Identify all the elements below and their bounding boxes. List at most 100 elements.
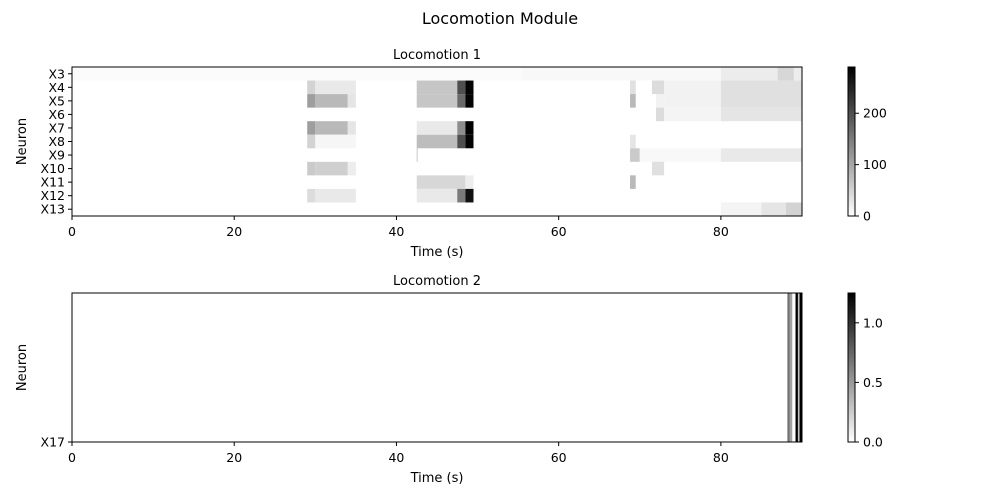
heatmap-cell: [656, 107, 665, 122]
colorbar-tick-label: 1.0: [863, 315, 883, 330]
heatmap-cell: [630, 175, 636, 189]
heatmap-cell: [416, 80, 458, 95]
plot-frame: [71, 292, 803, 443]
heatmap-cell: [457, 134, 466, 149]
y-tick-label: X8: [48, 134, 65, 149]
y-tick-label: X4: [48, 80, 65, 95]
x-tick-label: 40: [388, 224, 404, 239]
x-tick-label: 80: [713, 224, 729, 239]
x-tick-label: 60: [551, 450, 567, 465]
panel-title: Locomotion 2: [393, 274, 481, 289]
y-axis-label: Neuron: [15, 344, 30, 391]
heatmap-cell: [799, 293, 802, 442]
heatmap-cell: [465, 134, 474, 149]
y-tick-label: X10: [41, 161, 66, 176]
y-tick-label: X11: [41, 175, 65, 190]
heatmap-cell: [795, 293, 798, 442]
heatmap-cell: [315, 134, 356, 149]
heatmap-cell: [465, 121, 474, 135]
heatmap-cell: [457, 188, 466, 203]
x-tick-label: 20: [226, 224, 242, 239]
heatmap-cell: [656, 94, 665, 108]
x-axis-ticks: 0 20 40 60 80: [68, 442, 729, 465]
heatmap-cell: [307, 80, 316, 95]
heatmap-cell: [416, 134, 458, 149]
x-axis-label: Time (s): [410, 245, 464, 260]
heatmap-cell: [720, 107, 802, 122]
heatmap-cell: [630, 80, 636, 95]
heatmap-cell: [720, 67, 778, 81]
colorbar: [847, 292, 856, 443]
heatmap-locomotion-2: Locomotion 2 0 20 40 60 80 X17 Time (s) Neur…: [15, 274, 883, 486]
y-axis-label: Neuron: [15, 118, 30, 165]
heatmap-cell: [785, 202, 802, 216]
heatmap-cell: [664, 94, 721, 108]
heatmap-cells: [787, 293, 802, 442]
x-axis-ticks: 0 20 40 60 80: [68, 216, 729, 239]
panel-title: Locomotion 1: [393, 48, 481, 63]
heatmap-cell: [797, 293, 800, 442]
heatmap-cell: [465, 80, 474, 95]
colorbar-tick-label: 0.0: [863, 435, 883, 450]
y-tick-label: X5: [48, 93, 65, 108]
heatmap-cell: [457, 121, 466, 135]
x-tick-label: 20: [226, 450, 242, 465]
heatmap-cell: [315, 188, 356, 203]
heatmap-cell: [347, 121, 356, 135]
heatmap-cell: [457, 80, 466, 95]
x-axis-label: Time (s): [410, 471, 464, 486]
heatmap-cell: [315, 121, 348, 135]
colorbar-tick-label: 0: [863, 209, 871, 224]
heatmap-cell: [307, 121, 316, 135]
heatmap-cell: [465, 94, 474, 108]
heatmap-cell: [307, 188, 316, 203]
heatmap-cell: [720, 94, 802, 108]
heatmap-cell: [465, 188, 474, 203]
x-tick-label: 0: [68, 450, 76, 465]
heatmap-cell: [416, 188, 458, 203]
heatmap-cell: [416, 94, 458, 108]
heatmap-cell: [664, 107, 721, 122]
y-tick-label: X7: [48, 120, 65, 135]
heatmap-locomotion-1: Locomotion 1 0 20 40 60 80 X3X4X5X6X7X8X9X10…: [15, 48, 887, 260]
heatmap-cell: [315, 80, 356, 95]
heatmap-cell: [787, 293, 790, 442]
heatmap-cells: [72, 67, 802, 216]
heatmap-cell: [416, 148, 418, 162]
heatmap-cell: [315, 94, 348, 108]
colorbar: [847, 66, 856, 217]
x-tick-label: 40: [388, 450, 404, 465]
heatmap-cell: [72, 67, 523, 81]
heatmap-cell: [789, 293, 793, 442]
heatmap-cell: [347, 94, 356, 108]
y-axis-ticks: X17: [41, 435, 72, 450]
heatmap-cell: [347, 161, 356, 176]
y-tick-label: X3: [48, 66, 65, 81]
x-tick-label: 80: [713, 450, 729, 465]
heatmap-cell: [793, 67, 802, 81]
colorbar-tick-label: 100: [863, 157, 887, 172]
heatmap-cell: [630, 148, 640, 162]
y-tick-label: X9: [48, 148, 65, 163]
heatmap-cell: [777, 67, 794, 81]
heatmap-cell: [720, 148, 802, 162]
heatmap-cell: [522, 67, 721, 81]
heatmap-cell: [651, 161, 665, 176]
heatmap-cell: [307, 134, 316, 149]
heatmap-cell: [630, 94, 636, 108]
heatmap-cell: [630, 134, 636, 149]
heatmap-cell: [720, 80, 802, 95]
heatmap-cell: [315, 161, 348, 176]
heatmap-cell: [465, 175, 474, 189]
y-tick-label: X17: [41, 435, 65, 450]
x-tick-label: 60: [551, 224, 567, 239]
heatmap-cell: [664, 80, 721, 95]
heatmap-cell: [651, 80, 665, 95]
colorbar-ticks: 0 100 200: [855, 106, 887, 224]
heatmap-cell: [307, 94, 316, 108]
heatmap-cell: [416, 175, 466, 189]
heatmap-cell: [720, 202, 762, 216]
figure-title: Locomotion Module: [422, 9, 578, 28]
